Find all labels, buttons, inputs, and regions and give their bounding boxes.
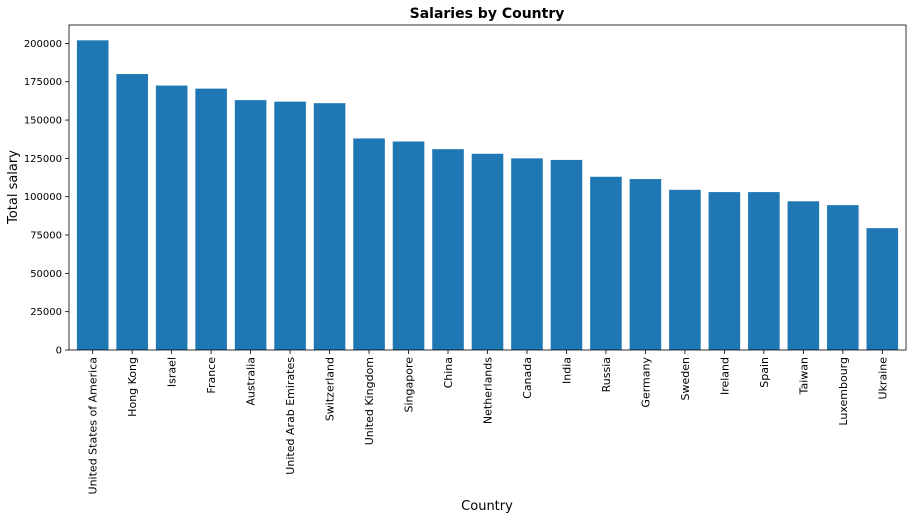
bar-netherlands bbox=[471, 153, 504, 350]
y-tick-label: 200000 bbox=[24, 39, 62, 50]
bar-russia bbox=[590, 176, 622, 350]
x-tick-label: India bbox=[560, 357, 573, 384]
bar-taiwan bbox=[787, 201, 820, 350]
x-tick-label: Taiwan bbox=[797, 357, 810, 395]
bar-canada bbox=[511, 158, 543, 350]
x-tick-label: Russia bbox=[600, 357, 613, 392]
x-tick-label: United States of America bbox=[87, 357, 100, 494]
y-tick-label: 0 bbox=[56, 346, 62, 357]
x-tick-label: Canada bbox=[521, 357, 534, 399]
x-tick-label: Netherlands bbox=[482, 357, 495, 424]
plot-area: 0 25000 50000 75000 100000 125000 150000 175000… bbox=[24, 24, 907, 494]
y-tick-label: 25000 bbox=[30, 307, 62, 318]
x-tick-label: Sweden bbox=[679, 357, 692, 400]
bar-hong-kong bbox=[116, 74, 148, 350]
x-tick-label: Spain bbox=[758, 357, 771, 388]
bar-switzerland bbox=[313, 103, 346, 351]
bar-singapore bbox=[392, 141, 425, 350]
y-tick-label: 75000 bbox=[30, 231, 62, 242]
x-tick-label: Germany bbox=[639, 357, 652, 408]
bar-australia bbox=[234, 100, 267, 351]
x-tick-label: Australia bbox=[245, 357, 258, 406]
bar-sweden bbox=[669, 189, 701, 350]
y-axis-title: Total salary bbox=[6, 150, 21, 225]
y-tick-label: 175000 bbox=[24, 77, 62, 88]
bar-united-states-of-america bbox=[76, 40, 109, 350]
bar-china bbox=[432, 149, 464, 350]
x-tick-label: Israel bbox=[166, 357, 179, 387]
x-tick-label: Luxembourg bbox=[837, 357, 850, 426]
bar-india bbox=[550, 159, 583, 350]
bar-united-kingdom bbox=[353, 138, 385, 350]
bar-france bbox=[195, 88, 227, 351]
y-tick-label: 100000 bbox=[24, 192, 62, 203]
x-tick-label: United Kingdom bbox=[363, 357, 376, 445]
x-tick-label: Switzerland bbox=[324, 357, 337, 421]
bar-ukraine bbox=[866, 228, 899, 351]
x-tick-label: France bbox=[205, 357, 218, 394]
x-tick-label: China bbox=[442, 357, 455, 388]
x-tick-label: Singapore bbox=[403, 357, 416, 413]
bar-luxembourg bbox=[827, 205, 859, 350]
x-axis-title: Country bbox=[461, 499, 513, 514]
x-tick-label: Ukraine bbox=[876, 357, 889, 400]
x-tick-label: Hong Kong bbox=[126, 357, 139, 417]
bar-united-arab-emirates bbox=[274, 101, 306, 351]
y-tick-label: 125000 bbox=[24, 154, 62, 165]
y-tick-label: 50000 bbox=[30, 269, 62, 280]
bar-spain bbox=[748, 192, 780, 350]
chart-title: Salaries by Country bbox=[410, 6, 565, 22]
y-tick-label: 150000 bbox=[24, 116, 62, 127]
bar-israel bbox=[155, 85, 188, 351]
x-tick-label: United Arab Emirates bbox=[284, 357, 297, 475]
x-tick-label: Ireland bbox=[718, 357, 731, 395]
bar-germany bbox=[629, 179, 662, 350]
bar-ireland bbox=[708, 192, 741, 350]
